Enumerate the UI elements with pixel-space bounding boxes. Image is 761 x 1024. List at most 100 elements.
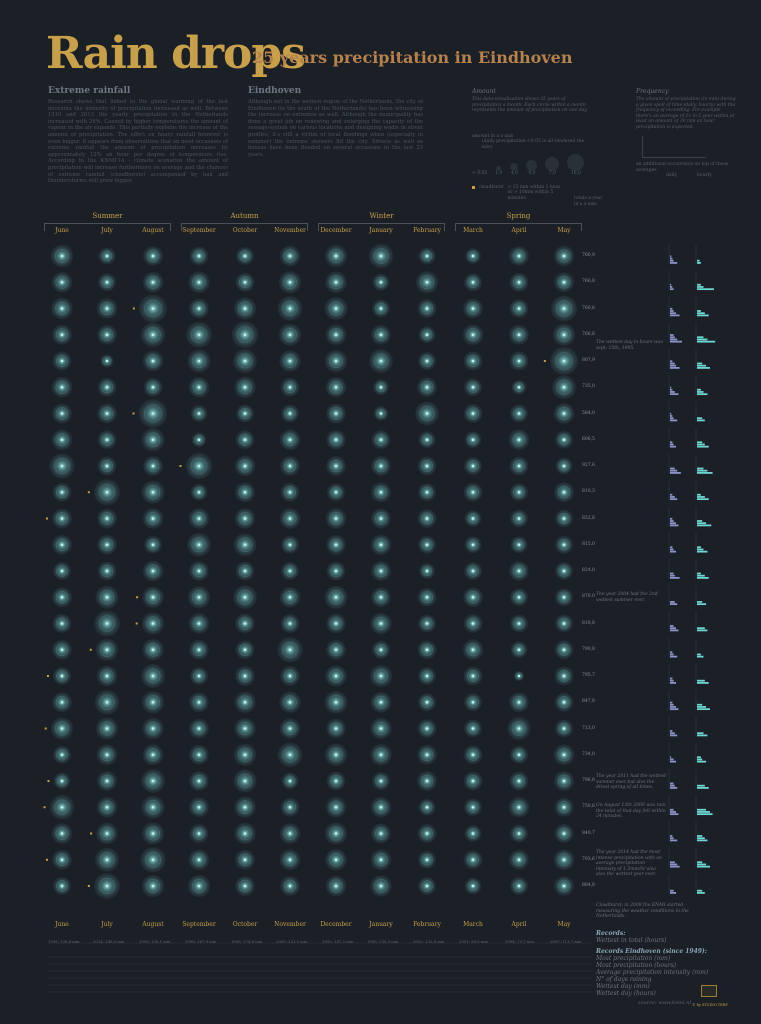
daily-frequency-bar	[670, 861, 675, 864]
drop-ring	[146, 721, 160, 736]
drop-core	[379, 648, 383, 652]
hourly-frequency-bar	[697, 393, 708, 396]
note-2: The year 2004 had the 2nd wettest summer…	[596, 592, 658, 603]
source-link[interactable]: source: www.knmi.nl	[638, 1000, 692, 1006]
hourly-frequency-bar	[697, 467, 704, 470]
drop-core	[562, 359, 566, 363]
drop-core	[288, 464, 292, 468]
cloudburst-marker	[46, 675, 49, 677]
drop-ring	[374, 879, 388, 893]
drop-ring	[238, 485, 252, 499]
drop-ring	[512, 328, 526, 342]
drop-core	[288, 648, 292, 652]
drop-core	[288, 622, 292, 625]
drop-core	[379, 412, 383, 415]
drop-core	[151, 779, 155, 783]
year-total: 818,8	[582, 620, 595, 626]
drop-core	[288, 438, 292, 442]
drop-core	[243, 412, 247, 415]
drop-core	[562, 805, 566, 809]
drop-core	[517, 438, 521, 442]
drop-ring	[192, 380, 206, 394]
drop-core	[471, 280, 475, 284]
drop-core	[379, 700, 383, 704]
drop-core	[243, 832, 247, 835]
frequency-heading: Frequency	[636, 88, 669, 95]
note-5: The year 2014 had the most intense preci…	[596, 850, 662, 877]
drop-core	[517, 674, 521, 678]
hourly-frequency-bar	[697, 653, 701, 656]
records-legend: Records: Wettest in total (hours) Record…	[596, 930, 708, 997]
drop-ring	[146, 275, 160, 289]
drop-core	[562, 438, 566, 442]
hourly-frequency-bar	[697, 865, 710, 868]
month-header: October	[232, 227, 258, 234]
drop-ring	[558, 434, 570, 446]
drop-core	[151, 438, 155, 442]
drop-core	[288, 333, 292, 337]
drop-core	[60, 884, 64, 888]
totals-header: totals a year in a z-axis	[574, 196, 603, 207]
record-value: 1994: 73,7 mm	[505, 939, 535, 944]
drop-core	[425, 858, 429, 862]
drop-core	[105, 412, 109, 415]
drop-ring	[466, 328, 480, 342]
frequency-legend: Frequency The amount of precipitation (i…	[636, 88, 736, 179]
amount-heading: Amount	[472, 88, 496, 95]
drop-core	[562, 595, 566, 599]
drop-ring	[55, 433, 69, 447]
drop-core	[60, 254, 64, 258]
drop-core	[197, 280, 201, 284]
drop-core	[379, 490, 383, 494]
drop-core	[425, 280, 429, 284]
daily-frequency-bar	[670, 360, 673, 363]
drop-ring	[239, 643, 251, 656]
drop-ring	[283, 879, 297, 893]
drop-ring	[421, 696, 433, 708]
drop-core	[197, 727, 201, 730]
drop-ring	[467, 801, 479, 813]
drop-ring	[421, 854, 433, 866]
eindhoven-section: Eindhoven Although not in the wettest re…	[248, 86, 423, 158]
drop-ring	[374, 695, 388, 709]
drop-core	[334, 569, 338, 573]
month-footer: March	[463, 921, 483, 928]
drop-ring	[237, 589, 253, 605]
drop-ring	[99, 694, 115, 710]
drop-core	[197, 438, 201, 442]
note-3: The year 2011 had the wettest summer eve…	[596, 774, 666, 790]
record-value: 1998: 167,9 mm	[185, 939, 217, 944]
drop-ring	[192, 774, 206, 788]
drop-ring	[374, 328, 388, 342]
daily-frequency-bar	[670, 653, 674, 656]
drop-core	[151, 674, 155, 678]
drop-core	[197, 858, 201, 862]
drop-ring	[513, 460, 525, 472]
amount-step: 7,0	[545, 157, 560, 177]
drop-ring	[191, 590, 207, 605]
intro-text: Research shows that linked to the global…	[48, 99, 228, 185]
season-label: Winter	[369, 212, 394, 220]
drop-ring	[375, 382, 387, 393]
year-total: 584,0	[582, 410, 595, 416]
drop-ring	[56, 749, 68, 761]
drop-ring	[558, 512, 570, 525]
drop-ring	[239, 433, 251, 446]
drop-ring	[238, 853, 252, 867]
year-total: 807,9	[582, 358, 595, 363]
daily-frequency-bar	[670, 336, 675, 339]
hourly-frequency-bar	[697, 417, 703, 420]
year-total: 870,0	[582, 594, 595, 600]
drop-core	[425, 779, 429, 783]
drop-ring	[145, 799, 161, 815]
drop-core	[379, 727, 383, 730]
drop-core	[105, 359, 109, 363]
drop-ring	[329, 800, 343, 814]
poster-title: Rain drops	[46, 28, 306, 79]
record-value: 2001: 90,0 mm	[459, 939, 489, 944]
drop-ring	[239, 407, 251, 420]
daily-frequency-bar	[670, 522, 676, 525]
drop-core	[288, 727, 292, 730]
month-header: May	[557, 227, 571, 234]
daily-frequency-bar	[670, 892, 676, 894]
